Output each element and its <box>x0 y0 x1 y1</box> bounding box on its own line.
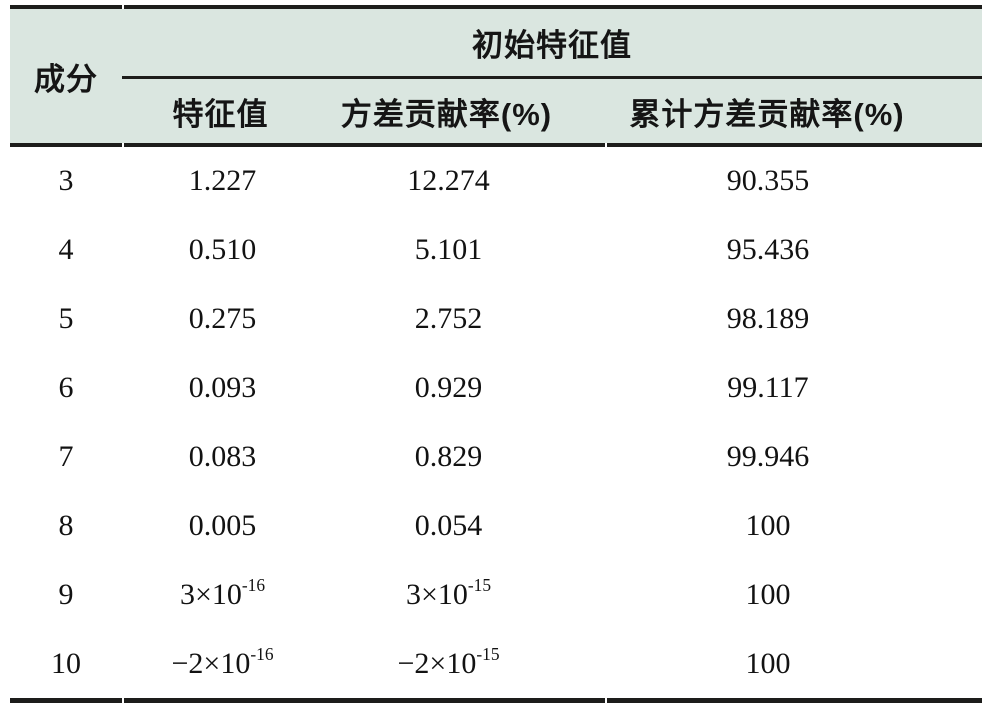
table-cell: 1.227 <box>188 164 257 198</box>
rule-segment <box>10 143 122 147</box>
subheader-row: 特征值 方差贡献率(%) 累计方差贡献率(%) <box>122 79 982 143</box>
table-cell: 90.355 <box>726 164 810 198</box>
rule-segment <box>10 698 122 704</box>
table-cell: 3 <box>58 164 74 198</box>
table-row: 6 0.093 0.929 99.117 <box>10 354 982 423</box>
table-cell: 100 <box>745 508 791 542</box>
rule-segment <box>10 5 122 9</box>
table-cell: 0.275 <box>188 302 257 336</box>
table-row: 9 3×10-16 3×10-15 100 <box>10 560 982 629</box>
table-header: 成分 初始特征值 特征值 方差贡献率(%) 累计方差贡献率(%) <box>10 9 982 143</box>
table-cell: 99.946 <box>726 440 810 473</box>
header-cell-eigenvalue: 特征值 <box>172 96 269 132</box>
table-row: 3 1.227 12.274 90.355 <box>10 147 982 216</box>
header-cell-variance-contribution: 方差贡献率(%) <box>340 96 553 132</box>
header-cell-initial-eigenvalues: 初始特征值 <box>122 9 982 76</box>
header-cell-cumulative-variance: 累计方差贡献率(%) <box>629 96 905 132</box>
group-header-label: 初始特征值 <box>472 28 632 63</box>
table-cell: 100 <box>745 646 791 680</box>
table-cell: 6 <box>58 371 74 405</box>
table-cell: 0.083 <box>188 440 257 473</box>
table-cell: 2.752 <box>414 302 483 336</box>
rule-segment <box>607 698 982 704</box>
table-cell: 0.829 <box>414 440 483 473</box>
table-row: 5 0.275 2.752 98.189 <box>10 285 982 354</box>
table-cell: 8 <box>58 508 74 542</box>
table-cell: 4 <box>58 233 74 267</box>
eigenvalue-table: 成分 初始特征值 特征值 方差贡献率(%) 累计方差贡献率(%) 3 1.227 1… <box>10 5 982 704</box>
rule-segment <box>124 143 605 147</box>
table-top-rule <box>10 5 982 9</box>
table-cell: 5 <box>58 302 74 336</box>
rule-segment <box>124 698 605 704</box>
table-body: 3 1.227 12.274 90.355 4 0.510 5.101 95.436 5 0.27… <box>10 147 982 699</box>
table-cell: −2×10-16 <box>171 643 274 681</box>
table-cell: 5.101 <box>414 233 483 267</box>
table-row: 7 0.083 0.829 99.946 <box>10 423 982 492</box>
rule-segment <box>124 5 982 9</box>
table-cell: 98.189 <box>726 302 810 336</box>
table-cell: 7 <box>58 440 74 473</box>
header-cell-component: 成分 <box>10 9 122 143</box>
table-cell: 95.436 <box>726 233 810 267</box>
group-underline-rule <box>122 76 982 79</box>
header-bottom-rule <box>10 143 982 147</box>
table-cell: 3×10-15 <box>405 574 492 612</box>
table-cell: 0.054 <box>414 508 483 542</box>
table-cell: 0.929 <box>414 371 483 405</box>
table-cell: 100 <box>745 577 791 611</box>
table-row: 4 0.510 5.101 95.436 <box>10 216 982 285</box>
table-cell: 0.510 <box>188 233 257 267</box>
table-cell: 99.117 <box>727 371 809 405</box>
table-bottom-rule <box>10 698 982 704</box>
component-header-label: 成分 <box>34 61 98 97</box>
table-cell: 3×10-16 <box>179 574 266 612</box>
table-cell: 10 <box>51 646 81 680</box>
table-cell: 12.274 <box>407 164 490 198</box>
table-row: 10 −2×10-16 −2×10-15 100 <box>10 629 982 698</box>
table-cell: 9 <box>58 577 74 611</box>
rule-segment <box>607 143 982 147</box>
table-cell: 0.005 <box>188 508 257 542</box>
table-row: 8 0.005 0.054 100 <box>10 491 982 560</box>
table-cell: 0.093 <box>188 371 257 405</box>
header-group-region: 初始特征值 特征值 方差贡献率(%) 累计方差贡献率(%) <box>122 9 982 143</box>
table-cell: −2×10-15 <box>397 643 500 681</box>
